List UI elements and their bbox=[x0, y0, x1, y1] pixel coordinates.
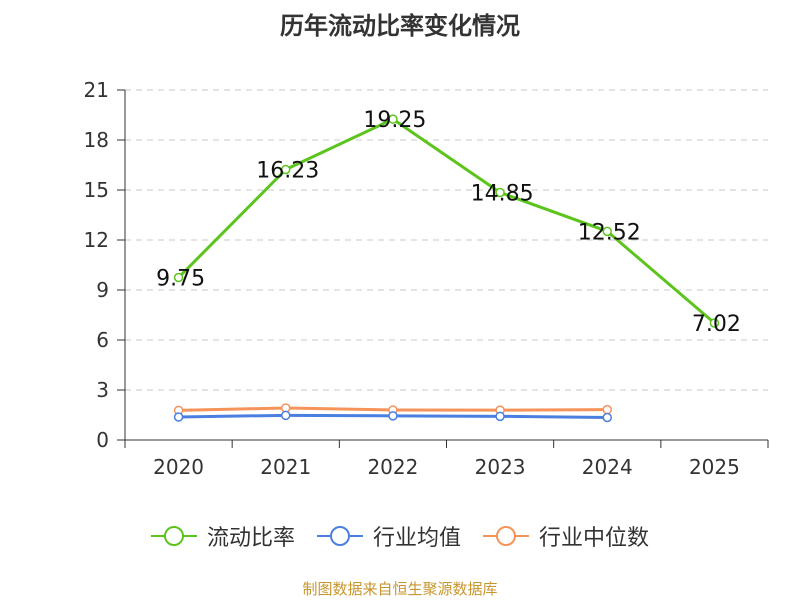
legend-label: 行业中位数 bbox=[539, 526, 650, 551]
data-point bbox=[602, 226, 612, 237]
data-point bbox=[602, 404, 612, 415]
data-point bbox=[281, 164, 291, 175]
legend-line-marker-icon bbox=[483, 526, 529, 546]
data-label: 12.52 bbox=[578, 220, 641, 245]
legend-item-industry-median[interactable]: 行业中位数 bbox=[483, 520, 649, 552]
x-tick-label: 2022 bbox=[367, 455, 418, 479]
legend-line-marker-icon bbox=[316, 526, 363, 546]
data-point bbox=[388, 114, 398, 124]
legend-item-current-ratio[interactable]: 流动比率 bbox=[150, 520, 295, 552]
x-tick-label: 2020 bbox=[153, 455, 204, 479]
x-tick-label: 2024 bbox=[582, 455, 633, 479]
y-tick-label: 21 bbox=[84, 78, 109, 102]
chart-title: 历年流动比率变化情况 bbox=[280, 12, 520, 40]
data-point bbox=[495, 187, 505, 198]
grid-lines bbox=[125, 89, 768, 391]
x-tick-label: 2023 bbox=[475, 455, 526, 479]
data-point bbox=[388, 411, 398, 421]
legend-label: 行业均值 bbox=[372, 526, 461, 551]
source-note: 制图数据来自恒生聚源数据库 bbox=[302, 580, 498, 598]
data-labels: 9.75 16.23 19.25 14.85 12.52 7.02 bbox=[156, 108, 741, 337]
data-point bbox=[602, 412, 612, 423]
data-label: 7.02 bbox=[692, 312, 741, 337]
data-label: 16.23 bbox=[256, 159, 319, 184]
data-label: 9.75 bbox=[156, 267, 205, 292]
legend-item-industry-mean[interactable]: 行业均值 bbox=[316, 520, 461, 552]
data-point bbox=[709, 318, 720, 328]
data-point bbox=[173, 412, 184, 422]
x-tick-label: 2021 bbox=[260, 455, 311, 479]
y-tick-label: 9 bbox=[96, 278, 109, 302]
legend: 流动比率 行业均值 行业中位数 bbox=[0, 520, 800, 552]
axes: 0 3 6 9 12 15 18 21 2020 2021 2022 2023 2024 2025 bbox=[84, 78, 769, 479]
x-tick-label: 2025 bbox=[689, 455, 740, 479]
series-lines bbox=[173, 114, 720, 423]
y-tick-label: 3 bbox=[96, 378, 109, 402]
data-point bbox=[173, 272, 184, 283]
y-tick-label: 18 bbox=[84, 128, 109, 152]
y-tick-label: 0 bbox=[96, 428, 109, 452]
legend-line-marker-icon bbox=[150, 526, 197, 546]
data-point bbox=[281, 410, 291, 421]
y-tick-label: 12 bbox=[84, 228, 109, 252]
y-tick-label: 15 bbox=[84, 178, 109, 202]
series-line-0 bbox=[177, 117, 716, 325]
y-tick-label: 6 bbox=[96, 328, 109, 352]
data-label: 14.85 bbox=[471, 182, 534, 207]
legend-label: 流动比率 bbox=[206, 526, 295, 551]
data-label: 19.25 bbox=[363, 108, 426, 133]
data-point bbox=[495, 411, 505, 422]
